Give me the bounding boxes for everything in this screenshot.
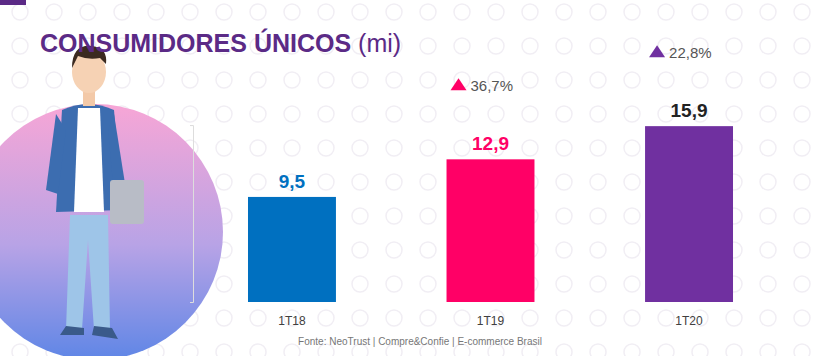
y-axis bbox=[190, 126, 194, 303]
annotations: 36,7% 22,8% bbox=[451, 44, 712, 94]
y-tick-mark bbox=[190, 125, 193, 126]
growth-label: 22,8% bbox=[669, 44, 712, 61]
bars bbox=[248, 126, 733, 302]
chart-svg: CONSUMIDORES ÚNICOS (mi) 1T18 1T19 1T20 9,5 1… bbox=[0, 0, 816, 356]
x-tick: 1T18 bbox=[278, 302, 306, 328]
y-axis-line bbox=[190, 126, 194, 303]
x-tick: 1T19 bbox=[477, 302, 505, 328]
y-tick bbox=[190, 125, 193, 126]
x-tick-label: 1T20 bbox=[675, 314, 703, 328]
source-note: Fonte: NeoTrust | Compre&Confie | E-comm… bbox=[298, 336, 542, 347]
bar bbox=[447, 159, 535, 302]
data-labels: 9,5 12,9 15,9 bbox=[279, 100, 708, 192]
y-tick bbox=[190, 302, 193, 303]
illustration bbox=[0, 46, 223, 356]
x-tick-label: 1T19 bbox=[477, 314, 505, 328]
chart-title: CONSUMIDORES ÚNICOS (mi) bbox=[40, 28, 401, 57]
growth-label: 36,7% bbox=[471, 77, 514, 94]
y-tick-mark bbox=[190, 302, 193, 303]
x-tick-label: 1T18 bbox=[278, 314, 306, 328]
bar bbox=[248, 197, 336, 302]
data-label: 15,9 bbox=[671, 100, 708, 121]
x-axis: 1T18 1T19 1T20 bbox=[278, 302, 703, 328]
growth-triangle bbox=[649, 45, 665, 57]
bar bbox=[645, 126, 733, 302]
corner-tab bbox=[0, 0, 26, 5]
x-tick: 1T20 bbox=[675, 302, 703, 328]
data-label: 12,9 bbox=[472, 133, 509, 154]
data-label: 9,5 bbox=[279, 171, 306, 192]
growth-triangle bbox=[451, 78, 467, 90]
